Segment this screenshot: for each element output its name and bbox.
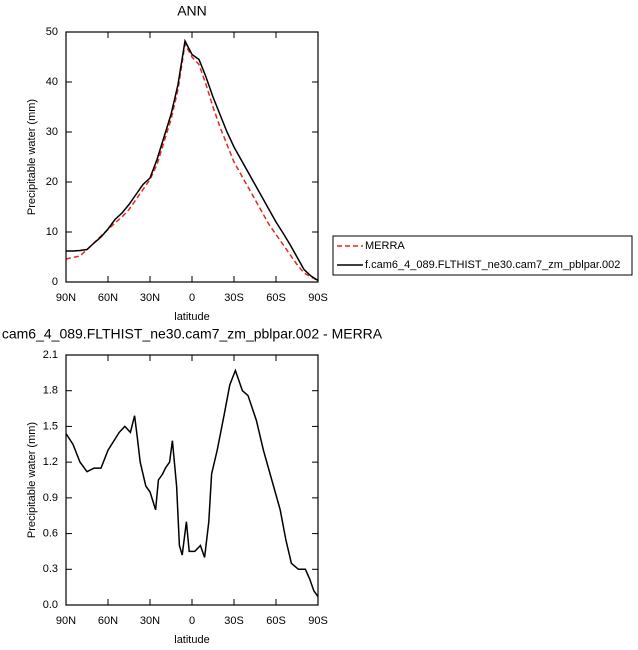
y-tick-label: 0.3 — [43, 563, 58, 575]
y-tick-label: 1.5 — [43, 420, 58, 432]
x-tick-label: 90S — [308, 615, 328, 627]
x-tick-label: 30N — [140, 292, 160, 304]
legend-label: f.cam6_4_089.FLTHIST_ne30.cam7_zm_pblpar… — [365, 259, 620, 271]
chart-title: ANN — [177, 3, 207, 19]
y-axis-label: Precipitable water (mm) — [26, 99, 38, 215]
data-line — [66, 38, 319, 282]
y-tick-label: 0.9 — [43, 492, 58, 504]
x-tick-label: 90N — [56, 292, 76, 304]
data-line — [65, 368, 319, 598]
y-tick-label: 40 — [46, 76, 58, 88]
x-tick-label: 0 — [189, 292, 195, 304]
x-tick-label: 0 — [189, 615, 195, 627]
plot-frame — [65, 31, 319, 283]
y-tick-label: 0 — [52, 276, 58, 288]
x-tick-label: 90S — [308, 292, 328, 304]
x-tick-label: 60N — [98, 615, 118, 627]
x-tick-label: 90N — [56, 615, 76, 627]
legend-label: MERRA — [365, 240, 405, 252]
y-tick-label: 0.6 — [43, 527, 58, 539]
x-tick-label: 60N — [98, 292, 118, 304]
y-tick-label: 1.2 — [43, 456, 58, 468]
chart-title: cam6_4_089.FLTHIST_ne30.cam7_zm_pblpar.0… — [2, 326, 383, 342]
y-tick-label: 2.1 — [43, 349, 58, 361]
x-tick-label: 60S — [266, 292, 286, 304]
x-axis-label: latitude — [174, 311, 209, 323]
y-tick-label: 20 — [46, 176, 58, 188]
x-tick-label: 30S — [224, 615, 244, 627]
x-axis-label: latitude — [174, 634, 209, 646]
y-tick-label: 50 — [46, 26, 58, 38]
y-axis-label: Precipitable water (mm) — [26, 422, 38, 538]
data-line — [65, 41, 319, 282]
y-tick-label: 1.8 — [43, 385, 58, 397]
y-tick-label: 0.0 — [43, 599, 58, 611]
legend-box — [332, 235, 633, 276]
plot-frame — [65, 354, 319, 606]
y-tick-label: 30 — [46, 126, 58, 138]
y-tick-label: 10 — [46, 226, 58, 238]
x-tick-label: 30N — [140, 615, 160, 627]
x-tick-label: 30S — [224, 292, 244, 304]
x-tick-label: 60S — [266, 615, 286, 627]
